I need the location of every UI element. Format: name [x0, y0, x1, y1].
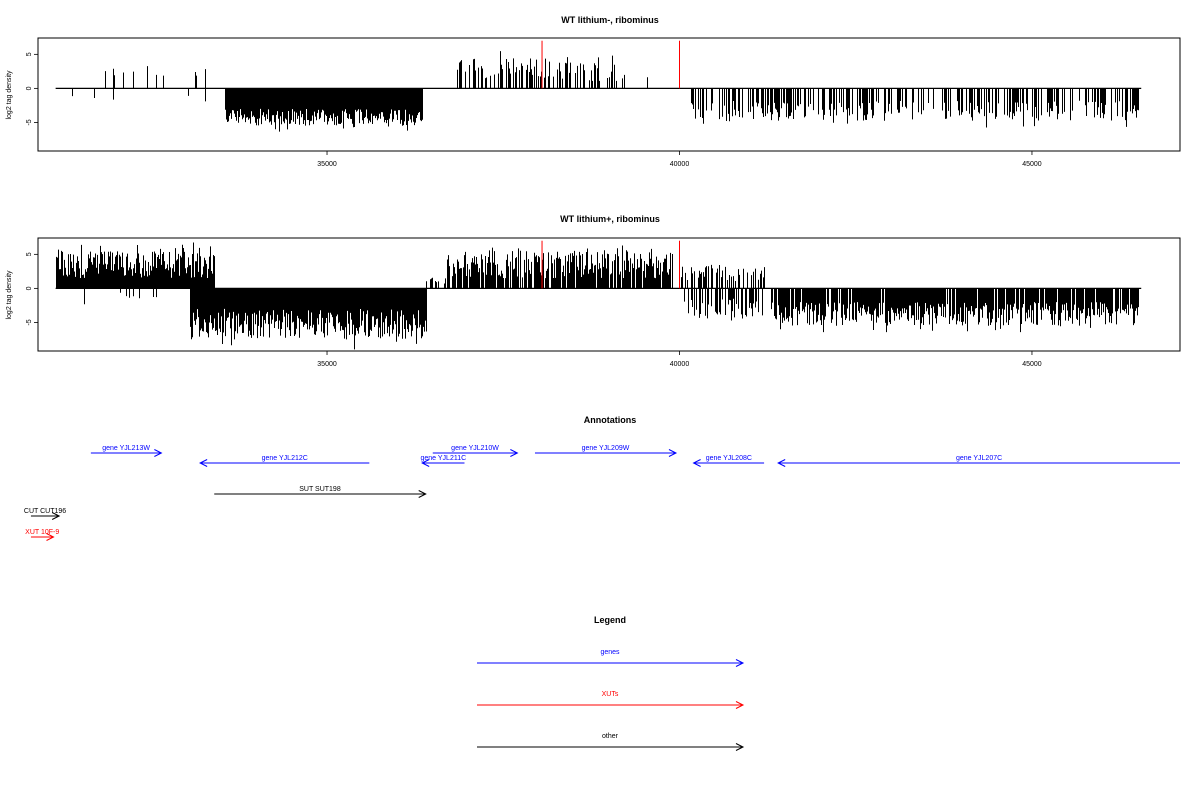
x-tick-label: 40000 — [670, 161, 690, 168]
feature-label: gene YJL211C — [421, 455, 467, 462]
y-axis: -5 0 5 — [26, 52, 38, 126]
feature-label: gene YJL212C — [262, 455, 308, 462]
feature-label: gene YJL213W — [102, 445, 150, 452]
feature-arrow-head — [46, 533, 55, 541]
panel-title: WT lithium+, ribominus — [560, 214, 660, 224]
plot-frame — [37, 37, 1181, 152]
y-tick-label: 0 — [26, 286, 33, 290]
legend-arrow-head — [735, 701, 745, 709]
annotation-features: gene YJL213W gene YJL212C gene YJL210W gene… — [24, 445, 1180, 541]
y-axis-label: log2 tag density — [6, 70, 13, 120]
annotations-title: Annotations — [584, 415, 637, 425]
legend-section: Legend genes XUTs other — [477, 615, 745, 751]
feature-arrow-head — [421, 459, 430, 467]
feature-label: gene YJL207C — [956, 455, 1002, 462]
feature-label: SUT SUT198 — [299, 486, 341, 493]
density-bars — [56, 242, 1139, 350]
feature-arrow-head — [777, 459, 786, 467]
red-markers — [541, 40, 680, 89]
x-tick-label: 45000 — [1022, 161, 1042, 168]
red-markers — [541, 240, 680, 289]
x-tick-label: 35000 — [317, 161, 337, 168]
density-panel-lithium-minus: WT lithium-, ribominus log2 tag density … — [6, 15, 1181, 168]
legend-title: Legend — [594, 615, 626, 625]
feature-label: XUT 10F-9 — [25, 529, 59, 536]
x-tick-label: 45000 — [1022, 361, 1042, 368]
y-axis-label: log2 tag density — [6, 270, 13, 320]
feature-arrow-head — [51, 512, 61, 520]
feature-label: CUT CUT196 — [24, 508, 66, 515]
plot-frame — [37, 237, 1181, 352]
x-tick-label: 40000 — [670, 361, 690, 368]
y-axis: -5 0 5 — [26, 252, 38, 326]
y-tick-label: 0 — [26, 86, 33, 90]
feature-arrow-head — [510, 449, 519, 457]
y-tick-label: -5 — [26, 319, 33, 325]
panel-title: WT lithium-, ribominus — [561, 15, 659, 25]
legend-label: XUTs — [602, 691, 619, 698]
legend-arrow-head — [735, 659, 745, 667]
x-axis: 35000 40000 45000 — [317, 351, 1042, 368]
feature-label: gene YJL208C — [706, 455, 752, 462]
legend-label: genes — [600, 649, 620, 656]
y-tick-label: 5 — [26, 252, 33, 256]
feature-label: gene YJL209W — [582, 445, 630, 452]
x-axis: 35000 40000 45000 — [317, 151, 1042, 168]
legend-arrow-head — [735, 743, 745, 751]
density-bars — [72, 51, 1139, 132]
density-panel-lithium-plus: WT lithium+, ribominus log2 tag density … — [6, 214, 1181, 368]
feature-arrow-head — [692, 459, 701, 467]
feature-arrow-head — [418, 490, 427, 498]
legend-items: genes XUTs other — [477, 649, 745, 751]
feature-arrow-head — [154, 449, 163, 457]
x-tick-label: 35000 — [317, 361, 337, 368]
feature-arrow-head — [199, 459, 208, 467]
y-tick-label: 5 — [26, 52, 33, 56]
feature-label: gene YJL210W — [451, 445, 499, 452]
feature-arrow-head — [668, 449, 678, 457]
y-tick-label: -5 — [26, 119, 33, 125]
legend-label: other — [602, 733, 619, 740]
